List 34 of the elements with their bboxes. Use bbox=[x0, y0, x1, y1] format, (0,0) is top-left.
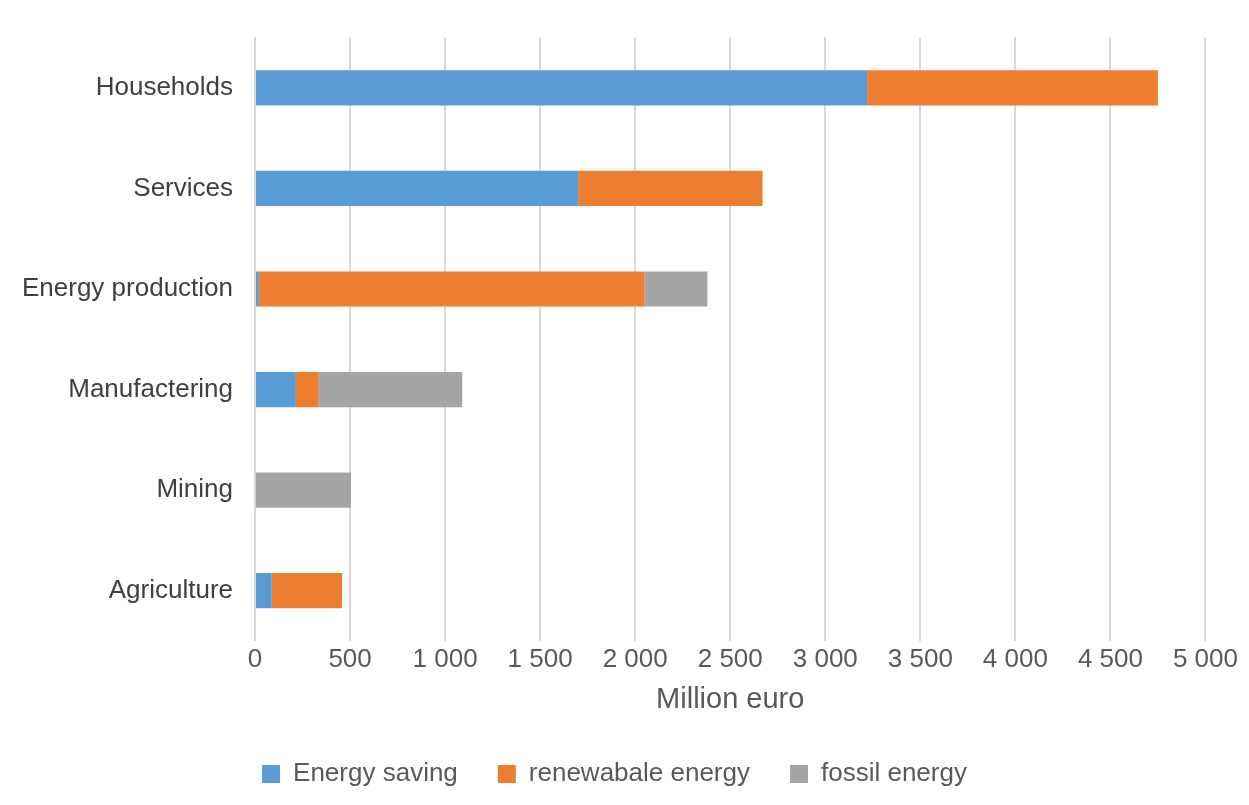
x-tick-label: 4 500 bbox=[1077, 642, 1143, 673]
bar bbox=[318, 371, 463, 408]
x-tick-label: 1 500 bbox=[507, 642, 573, 673]
x-tick-label: 4 000 bbox=[982, 642, 1048, 673]
y-tick-label: Households bbox=[95, 71, 234, 102]
x-tick-label: 1 000 bbox=[412, 642, 478, 673]
legend-label: Energy saving bbox=[293, 757, 458, 788]
x-tick-label: 5 000 bbox=[1172, 642, 1239, 673]
bar bbox=[867, 70, 1158, 106]
bar bbox=[255, 472, 352, 508]
bar bbox=[271, 573, 343, 609]
y-tick-label: Manufactering bbox=[68, 372, 234, 403]
x-tick-label: 3 000 bbox=[792, 642, 858, 673]
x-tick-label: 2 000 bbox=[602, 642, 668, 673]
bar bbox=[295, 371, 319, 408]
bar bbox=[256, 573, 272, 609]
y-tick-label: Energy production bbox=[21, 272, 234, 303]
bar bbox=[256, 271, 259, 307]
x-tick-label: 2 500 bbox=[697, 642, 763, 673]
bar bbox=[578, 170, 763, 207]
bar bbox=[258, 271, 645, 307]
legend-label: renewabale energy bbox=[528, 757, 750, 788]
legend-label: fossil energy bbox=[820, 757, 967, 788]
bar bbox=[644, 271, 708, 307]
x-tick-label: 500 bbox=[328, 642, 372, 673]
y-tick-label: Services bbox=[133, 171, 234, 202]
bar bbox=[256, 70, 868, 106]
y-tick-label: Mining bbox=[156, 473, 234, 504]
bar bbox=[256, 170, 579, 207]
x-tick-label: 3 500 bbox=[887, 642, 953, 673]
x-tick-label: 0 bbox=[247, 642, 263, 673]
bar bbox=[256, 371, 296, 408]
y-tick-label: Agriculture bbox=[108, 573, 234, 604]
x-axis-title: Million euro bbox=[656, 681, 805, 714]
